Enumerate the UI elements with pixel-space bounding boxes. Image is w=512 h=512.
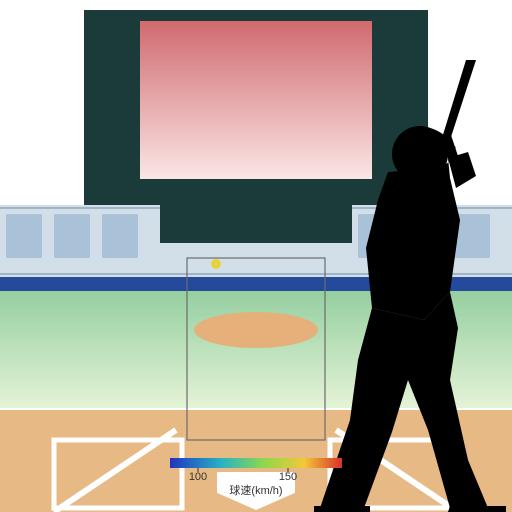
legend-tick-label: 100 — [189, 471, 207, 483]
stand-window — [54, 214, 90, 258]
legend-tick-label: 150 — [279, 471, 297, 483]
scoreboard-screen — [140, 21, 372, 179]
pitchers-mound — [194, 312, 318, 348]
legend-bar — [170, 458, 342, 468]
stand-window — [102, 214, 138, 258]
pitch-chart: 100 150球速(km/h) — [0, 0, 512, 512]
scoreboard-neck — [160, 205, 352, 243]
legend-title: 球速(km/h) — [229, 483, 282, 497]
stand-window — [6, 214, 42, 258]
pitch-marker — [211, 259, 221, 269]
